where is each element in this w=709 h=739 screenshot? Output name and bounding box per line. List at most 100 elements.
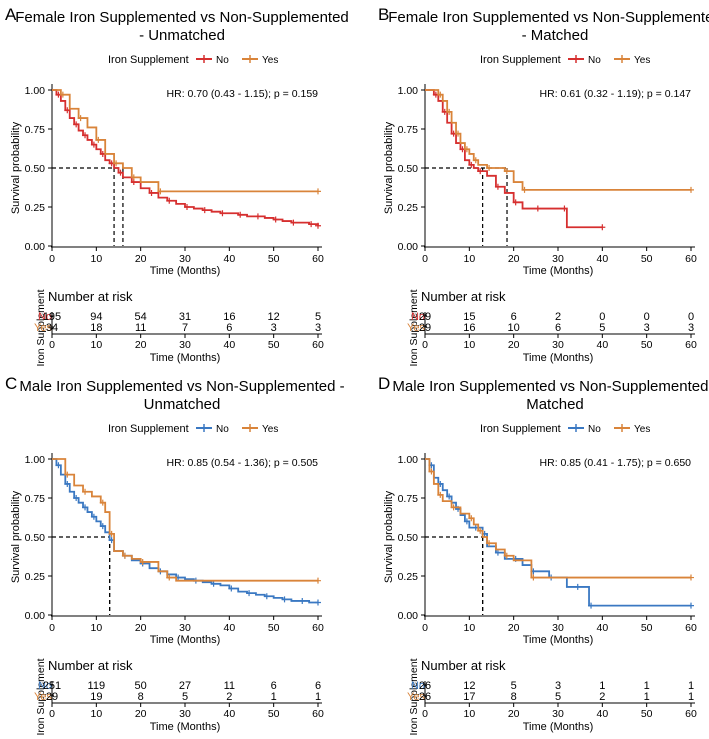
risk-value: 5 [315,311,321,323]
risk-value: 6 [271,680,277,692]
hr-annotation: HR: 0.85 (0.41 - 1.75); p = 0.650 [540,457,692,469]
risk-value: 10 [508,322,520,334]
risk-value: 3 [555,680,561,692]
legend-title: Iron Supplement [108,54,189,66]
censor-mark [494,549,501,556]
censor-mark [90,513,97,520]
x-tick-label: 40 [596,253,608,265]
hr-annotation: HR: 0.85 (0.54 - 1.36); p = 0.505 [167,457,319,469]
y-tick-label: 0.00 [25,241,46,253]
legend: Iron Supplement No Yes [108,423,278,435]
risk-x-tick-label: 30 [552,339,564,351]
risk-table-ylabel: Iron Supplement [408,289,420,366]
risk-x-tick-label: 50 [641,339,653,351]
chart-title-line2: - Unmatched [139,27,225,44]
censor-mark [246,590,253,597]
x-tick-label: 10 [90,622,102,634]
risk-value: 1 [644,680,650,692]
risk-value: 50 [135,680,147,692]
censor-mark [290,219,297,226]
series-line-no [52,89,319,226]
risk-x-tick-label: 30 [179,339,191,351]
risk-value: 119 [88,680,106,692]
y-tick-label: 0.75 [25,493,46,505]
risk-value: 11 [224,680,235,692]
censor-mark [486,165,493,171]
risk-x-tick-label: 10 [463,708,475,720]
censor-mark [477,168,484,175]
legend-title: Iron Supplement [480,423,561,435]
risk-table-ylabel: Iron Supplement [35,658,47,735]
censor-mark [315,599,321,606]
risk-value: 2 [226,691,232,703]
y-tick-label: 0.00 [398,610,419,622]
censor-mark [315,222,321,229]
x-tick-label: 50 [641,253,653,265]
series-line-no [425,89,603,229]
x-tick-label: 60 [685,253,697,265]
x-tick-label: 20 [508,622,520,634]
risk-x-tick-label: 0 [422,339,428,351]
censor-mark [315,577,321,584]
censor-mark [468,515,475,522]
censor-mark [113,160,120,167]
censor-mark [263,593,270,600]
censor-mark [308,221,315,228]
censor-mark [237,211,244,218]
y-tick-label: 0.25 [25,571,46,583]
risk-value: 19 [90,691,102,703]
censor-mark [688,602,694,609]
chart-title-line1: Male Iron Supplemented vs Non-Supplement… [392,378,709,395]
censor-mark [468,161,475,168]
censor-mark [530,574,537,581]
censor-mark [64,471,71,478]
y-tick-label: 1.00 [25,85,46,97]
risk-value: 2 [599,691,605,703]
risk-x-tick-label: 40 [223,339,235,351]
risk-x-axis-label: Time (Months) [150,352,221,364]
censor-mark [210,580,217,587]
censor-mark [108,530,115,537]
risk-x-axis-label: Time (Months) [150,721,221,733]
censor-mark [117,169,124,176]
censor-mark [588,602,595,609]
x-tick-label: 50 [268,622,280,634]
risk-value: 15 [463,311,475,323]
risk-value: 3 [271,322,277,334]
y-tick-label: 0.50 [25,163,46,175]
risk-x-tick-label: 40 [223,708,235,720]
risk-value: 1 [688,680,694,692]
censor-mark [472,157,479,164]
chart-title-line1: Female Iron Supplemented vs Non-Suppleme… [388,9,709,26]
risk-x-tick-label: 60 [312,708,324,720]
risk-x-tick-label: 40 [596,708,608,720]
censor-mark [139,558,146,565]
risk-value: 1 [271,691,277,703]
chart-title-line2: - Matched [522,27,589,44]
censor-mark [272,216,279,223]
risk-table-ylabel: Iron Supplement [408,658,420,735]
censor-mark [534,205,541,212]
x-tick-label: 0 [422,253,428,265]
x-axis-label: Time (Months) [523,265,594,277]
panel-letter: B [378,5,389,24]
hr-annotation: HR: 0.61 (0.32 - 1.19); p = 0.147 [540,88,692,100]
risk-row-label-no: No [38,680,52,692]
censor-mark [463,146,470,153]
censor-mark [121,552,128,559]
censor-mark [166,197,173,204]
censor-mark [82,504,89,511]
x-tick-label: 60 [312,622,324,634]
censor-mark [503,552,510,559]
censor-mark [494,183,501,190]
x-tick-label: 30 [552,253,564,265]
censor-mark [299,597,306,604]
y-axis-label: Survival probability [383,121,395,214]
y-axis-label: Survival probability [383,490,395,583]
risk-x-tick-label: 20 [508,339,520,351]
legend-label-yes: Yes [262,424,278,435]
censor-mark [64,107,71,114]
